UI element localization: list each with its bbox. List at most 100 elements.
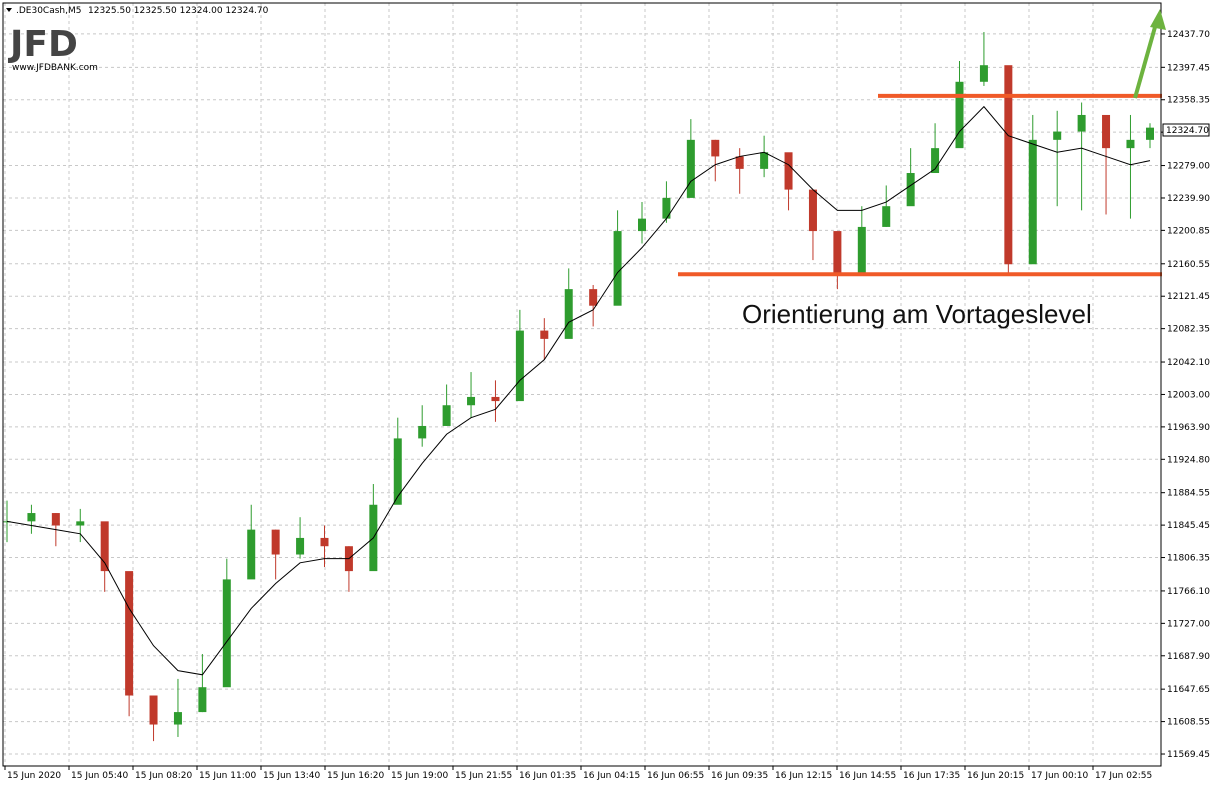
x-tick-label: 15 Jun 11:00: [199, 771, 256, 781]
candle-body: [491, 396, 500, 402]
x-tick-label: 16 Jun 01:35: [519, 771, 576, 781]
candle-body: [1077, 114, 1086, 132]
x-tick-label: 16 Jun 09:35: [711, 771, 768, 781]
ohlc-label: 12325.50 12325.50 12324.00 12324.70: [88, 6, 269, 16]
y-tick-label: 11766.10: [1167, 587, 1210, 597]
candle-body: [662, 197, 671, 219]
candle-body: [51, 513, 60, 526]
x-tick-label: 16 Jun 17:35: [903, 771, 960, 781]
y-tick-label: 12358.35: [1167, 96, 1210, 106]
symbol-label: .DE30Cash,M5: [16, 6, 81, 16]
candle-body: [515, 330, 524, 402]
candle-body: [1053, 131, 1062, 140]
y-tick-label: 11963.90: [1167, 423, 1210, 433]
candle-body: [418, 425, 427, 439]
candle-body: [320, 537, 329, 547]
y-tick-label: 12160.55: [1167, 260, 1210, 270]
jfd-logo: JFD www.JFDBANK.com: [7, 24, 98, 73]
annotation-text: Orientierung am Vortageslevel: [742, 299, 1092, 329]
y-tick-label: 11884.55: [1167, 489, 1210, 499]
x-tick-label: 15 Jun 19:00: [391, 771, 448, 781]
x-tick-label: 16 Jun 12:15: [775, 771, 832, 781]
candle-body: [882, 206, 891, 227]
x-tick-label: 16 Jun 04:15: [583, 771, 640, 781]
candle-body: [1126, 139, 1135, 149]
y-tick-label: 11806.35: [1167, 554, 1210, 564]
x-tick-label: 15 Jun 21:55: [455, 771, 512, 781]
y-tick-label: 12003.00: [1167, 390, 1210, 400]
candle-body: [540, 330, 549, 339]
y-tick-label: 11569.45: [1167, 750, 1210, 760]
candle-body: [100, 521, 109, 572]
y-tick-label: 11845.45: [1167, 521, 1210, 531]
up-arrow-icon: [1133, 9, 1166, 99]
candle-body: [1102, 114, 1111, 149]
candle-body: [76, 521, 85, 526]
candle-body: [784, 152, 793, 190]
x-tick-label: 15 Jun 2020: [7, 771, 61, 781]
y-tick-label: 12239.90: [1167, 194, 1210, 204]
candle-body: [760, 152, 769, 169]
candle-body: [833, 231, 842, 273]
y-tick-label: 12042.10: [1167, 358, 1210, 368]
grid-lines: [3, 3, 1161, 766]
candle-body: [442, 405, 451, 426]
candle-body: [979, 65, 988, 82]
logo-url: www.JFDBANK.com: [12, 63, 98, 73]
x-tick-label: 15 Jun 08:20: [135, 771, 192, 781]
candles: [3, 32, 1154, 742]
candle-body: [1146, 127, 1154, 140]
y-tick-label: 11608.55: [1167, 718, 1210, 728]
candle-body: [125, 571, 134, 696]
candle-body: [173, 712, 182, 725]
y-tick-label: 12397.45: [1167, 63, 1210, 73]
x-tick-label: 16 Jun 14:55: [839, 771, 896, 781]
candle-body: [149, 695, 158, 725]
x-tick-label: 15 Jun 16:20: [327, 771, 384, 781]
candle-body: [906, 173, 915, 207]
candle-body: [857, 226, 866, 273]
x-tick-label: 17 Jun 00:10: [1031, 771, 1088, 781]
candle-body: [638, 218, 646, 232]
y-tick-label: 12082.35: [1167, 325, 1210, 335]
y-tick-label: 12200.85: [1167, 226, 1210, 236]
candle-body: [247, 529, 256, 580]
candle-body: [1004, 65, 1013, 265]
y-tick-label: 12437.70: [1167, 30, 1210, 40]
candle-body: [222, 579, 231, 688]
x-axis: 15 Jun 2020 15 Jun 05:40 15 Jun 08:20 15 Ju…: [4, 766, 1152, 781]
candle-body: [296, 537, 305, 555]
candle-body: [613, 231, 622, 306]
plot-frame: [2, 2, 1162, 767]
candle-body: [735, 156, 744, 169]
candle-body: [955, 81, 964, 149]
candle-body: [198, 687, 207, 713]
x-tick-label: 16 Jun 20:15: [967, 771, 1024, 781]
x-tick-label: 15 Jun 05:40: [71, 771, 128, 781]
candle-body: [711, 139, 720, 157]
candle-body: [467, 396, 476, 406]
x-tick-label: 16 Jun 06:55: [647, 771, 704, 781]
moving-average-line: [6, 105, 1151, 676]
dropdown-triangle-icon[interactable]: [6, 8, 12, 12]
level-lines: [678, 93, 1162, 277]
x-tick-label: 17 Jun 02:55: [1095, 771, 1152, 781]
candle-body: [1028, 139, 1037, 265]
y-tick-label: 11687.90: [1167, 652, 1210, 662]
candle-body: [564, 289, 573, 339]
logo-mark: JFD: [7, 24, 78, 65]
candle-body: [808, 189, 817, 232]
candle-body: [686, 139, 695, 198]
candle-body: [393, 438, 402, 505]
y-tick-label: 11647.65: [1167, 685, 1210, 695]
candle-body: [931, 148, 940, 174]
y-tick-label: 12279.00: [1167, 162, 1210, 172]
y-tick-label: 12121.45: [1167, 292, 1210, 302]
x-tick-label: 15 Jun 13:40: [263, 771, 320, 781]
y-tick-label: 11924.80: [1167, 455, 1210, 465]
candle-body: [271, 529, 280, 555]
candle-body: [589, 289, 598, 306]
current-price-label: 12324.70: [1162, 123, 1210, 137]
y-tick-label: 11727.00: [1167, 619, 1210, 629]
